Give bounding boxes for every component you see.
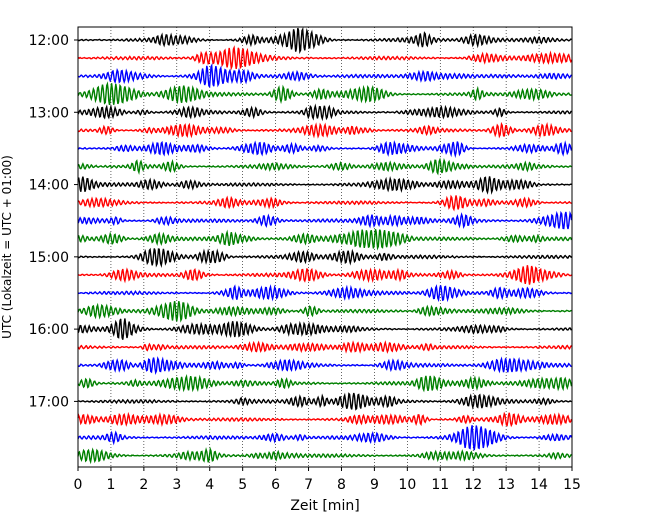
y-axis: 12:00 13:00 14:00 15:00 16:00 17:00 [29,33,78,410]
trace-1245 [77,81,572,105]
x-tick-label: 7 [304,477,313,493]
x-tick-label: 10 [398,477,416,493]
trace-1515 [77,265,573,285]
trace-1345 [77,157,572,176]
trace-1330 [77,140,573,159]
trace-1200 [77,26,572,55]
x-tick-label: 14 [530,477,548,493]
x-tick-label: 12 [464,477,482,493]
x-tick-label: 11 [431,477,449,493]
x-tick-label: 6 [271,477,280,493]
trace-1715 [77,411,573,428]
x-tick-label: 5 [238,477,247,493]
y-tick-label: 16:00 [29,322,69,338]
x-tick-label: 9 [370,477,379,493]
trace-1630 [77,356,572,375]
trace-1545 [77,301,572,323]
x-axis: 0 1 2 3 4 5 6 7 8 9 10 11 12 13 14 15 [74,467,581,493]
trace-1745 [77,446,572,465]
trace-1215 [77,45,573,71]
x-tick-label: 13 [497,477,515,493]
x-tick-label: 0 [74,477,83,493]
y-tick-label: 12:00 [29,33,69,49]
y-tick-label: 15:00 [29,250,69,266]
trace-layer [77,26,573,465]
trace-1415 [77,194,572,212]
trace-1615 [77,340,573,354]
trace-1600 [77,318,573,340]
x-tick-label: 15 [563,477,581,493]
trace-1315 [77,121,572,139]
x-tick-label: 8 [337,477,346,493]
y-axis-label: UTC (Lokalzeit = UTC + 01:00) [0,155,14,339]
y-tick-label: 13:00 [29,105,69,121]
trace-1400 [77,175,572,195]
plot-frame [77,26,573,468]
grid-layer [110,27,540,467]
trace-1445 [77,229,573,251]
trace-1500 [77,247,573,269]
x-tick-label: 1 [106,477,115,493]
trace-1300 [77,103,573,122]
x-axis-label: Zeit [min] [290,498,359,514]
y-tick-label: 14:00 [29,178,69,194]
trace-1645 [77,374,573,393]
trace-1530 [77,284,572,303]
trace-1700 [77,392,572,411]
y-tick-label: 17:00 [29,394,69,410]
x-tick-label: 4 [205,477,214,493]
trace-1730 [77,425,573,451]
x-tick-label: 3 [172,477,181,493]
x-tick-label: 2 [139,477,148,493]
trace-1430 [77,210,573,230]
trace-1230 [77,63,573,88]
